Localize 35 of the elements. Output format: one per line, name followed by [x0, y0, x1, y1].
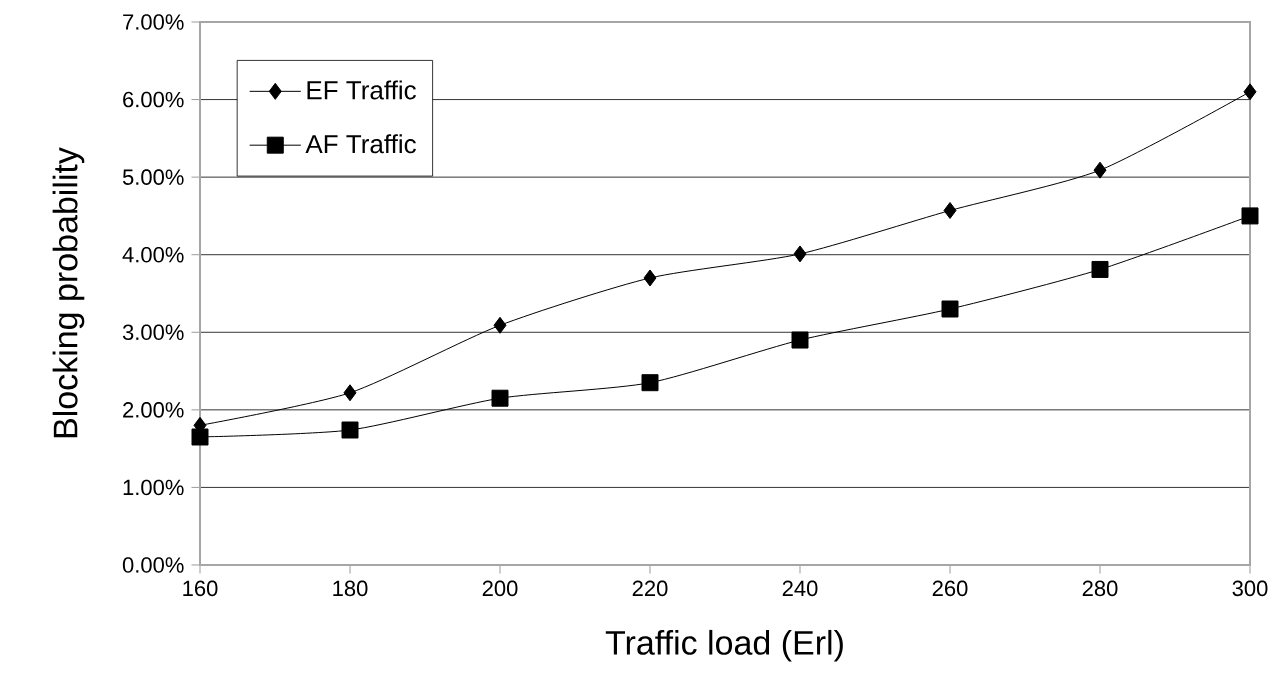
point	[791, 331, 809, 349]
x-tick-label: 220	[632, 580, 668, 597]
point	[641, 374, 659, 392]
y-tick-label: 0.00%	[122, 557, 184, 573]
point	[643, 269, 657, 287]
point	[943, 202, 957, 219]
x-axis-title: Traffic load (Erl)	[605, 629, 843, 662]
legend-label: AF Traffic	[305, 134, 416, 154]
point	[1091, 260, 1109, 278]
point	[1093, 161, 1107, 179]
y-tick-label: 1.00%	[123, 479, 184, 496]
point	[793, 245, 807, 263]
y-tick-label: 6.00%	[123, 91, 184, 108]
y-tick-label: 5.00%	[122, 169, 184, 185]
x-tick-label: 240	[782, 580, 818, 597]
y-tick-label: 7.00%	[123, 14, 184, 30]
x-tick-label: 260	[932, 580, 968, 597]
y-axis-title: Blocking probability	[52, 147, 85, 438]
y-tick-label: 4.00%	[122, 246, 184, 263]
y-tick-label: 3.00%	[122, 324, 184, 341]
legend-label: EF Traffic	[307, 80, 416, 100]
x-tick-label: 200	[482, 580, 518, 597]
point	[191, 428, 209, 446]
x-tick-label: 160	[183, 580, 218, 597]
x-tick-label: 300	[1232, 580, 1268, 597]
x-tick-label: 280	[1082, 580, 1118, 597]
point	[941, 300, 959, 318]
point	[343, 384, 357, 402]
point	[341, 421, 359, 439]
y-tick-label: 2.00%	[123, 402, 184, 418]
point	[493, 316, 507, 334]
point	[1241, 207, 1259, 225]
point	[491, 389, 509, 407]
x-tick-label: 180	[333, 580, 368, 597]
point	[1243, 83, 1257, 101]
